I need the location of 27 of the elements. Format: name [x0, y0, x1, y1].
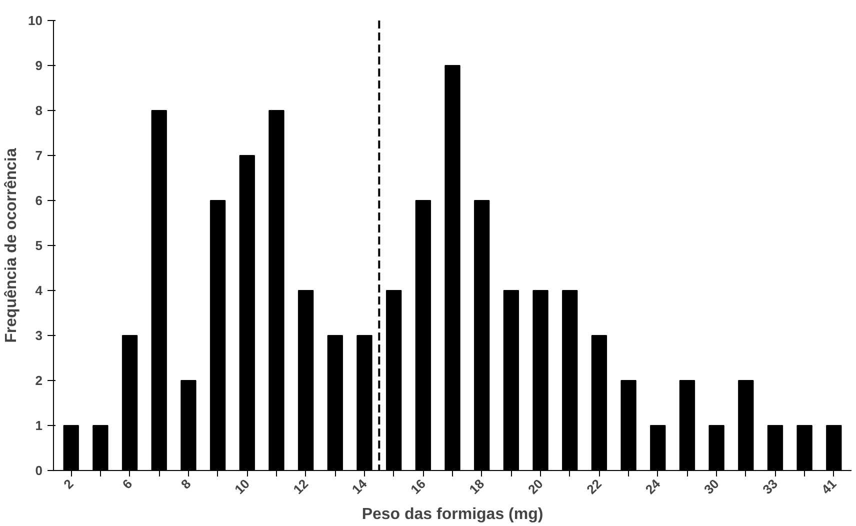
y-tick-label: 1 — [35, 418, 43, 433]
x-tick-label: 41 — [818, 476, 840, 498]
y-tick-label: 10 — [28, 13, 43, 28]
y-tick-label: 0 — [35, 463, 43, 478]
x-axis-title: Peso das formigas (mg) — [362, 506, 544, 524]
x-tick-label: 14 — [348, 476, 370, 498]
y-tick-label: 9 — [35, 58, 43, 73]
x-tick-label: 6 — [119, 476, 136, 492]
y-tick-label: 8 — [35, 103, 43, 118]
x-tick-label: 12 — [290, 476, 312, 498]
y-tick-label: 5 — [35, 238, 43, 253]
x-tick-label: 20 — [524, 476, 546, 498]
y-tick-label: 4 — [35, 283, 44, 298]
x-tick-label: 24 — [642, 476, 664, 498]
y-tick-label: 3 — [35, 328, 43, 343]
x-tick-label: 33 — [760, 476, 781, 498]
x-tick-label: 18 — [466, 476, 488, 498]
x-tick-label: 16 — [408, 476, 428, 498]
x-tick-label: 22 — [584, 476, 604, 498]
x-tick-label: 8 — [178, 476, 194, 492]
y-axis-title: Frequência de ocorrência — [3, 148, 20, 343]
x-tick-label: 2 — [60, 476, 76, 492]
x-tick-label: 30 — [701, 476, 722, 498]
y-tick-label: 6 — [35, 193, 43, 208]
y-tick-label: 7 — [35, 148, 43, 163]
y-tick-label: 2 — [35, 373, 43, 388]
x-tick-label: 10 — [232, 476, 252, 498]
